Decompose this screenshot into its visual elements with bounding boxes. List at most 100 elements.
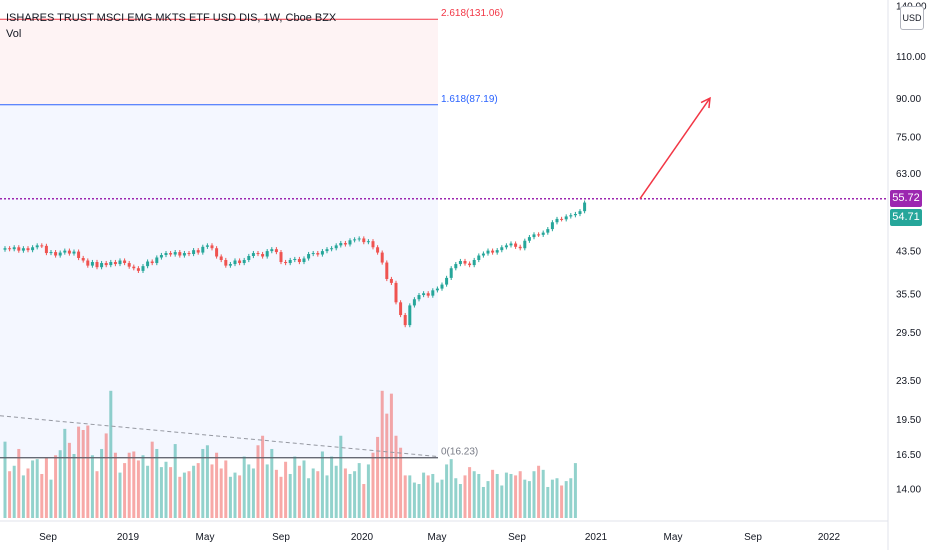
candle-body — [343, 243, 347, 245]
candle-body — [518, 246, 522, 249]
volume-bar — [343, 468, 347, 518]
candle-body — [380, 252, 384, 263]
candle-body — [431, 290, 435, 296]
candle-body — [233, 260, 237, 265]
candle-body — [8, 248, 12, 250]
fib-zones: 2.618(131.06) 1.618(87.19) 0(16.23) — [0, 8, 503, 458]
volume-bar — [371, 452, 375, 518]
time-axis[interactable]: Sep 2019 May Sep 2020 May Sep 2021 May Sep 2022 — [0, 520, 888, 543]
overlays[interactable] — [0, 96, 888, 459]
volume-bar — [141, 455, 145, 518]
volume-bar — [178, 476, 182, 518]
volume-bar — [256, 445, 260, 518]
volume-bar — [58, 450, 62, 518]
volume-bar — [403, 475, 407, 518]
volume-bar — [357, 463, 361, 518]
candle-body — [486, 250, 490, 254]
volume-bar — [109, 390, 113, 518]
target-price-badge: 55.72 — [890, 190, 922, 207]
candle-body — [219, 256, 223, 260]
candle-body — [49, 252, 53, 254]
price-axis[interactable]: 140.00110.0090.0075.0063.0043.5035.5029.… — [887, 0, 927, 550]
candle-body — [26, 248, 30, 251]
candle-body — [481, 253, 485, 256]
candle-body — [560, 218, 564, 220]
candle-body — [196, 250, 200, 253]
candle-body — [215, 248, 219, 257]
volume-bar — [100, 448, 104, 518]
volume-bar — [21, 475, 25, 518]
candle-body — [100, 263, 104, 268]
candle-body — [155, 257, 159, 264]
volume-bar — [518, 471, 522, 518]
volume-bar — [49, 479, 53, 518]
candle-body — [265, 251, 269, 257]
volume-bar — [325, 475, 329, 518]
volume-bar — [320, 451, 324, 518]
symbol-title[interactable]: ISHARES TRUST MSCI EMG MKTS ETF USD DIS,… — [6, 12, 337, 24]
candle-body — [72, 251, 76, 254]
volume-bar — [463, 475, 467, 518]
candle-body — [491, 250, 495, 253]
time-tick-label: Sep — [39, 532, 57, 543]
candle-body — [541, 232, 545, 235]
volume-bar — [132, 451, 136, 518]
candle-body — [458, 261, 462, 265]
volume-label[interactable]: Vol — [6, 28, 22, 40]
volume-bar — [422, 472, 426, 518]
candle-body — [274, 249, 278, 253]
candle-body — [293, 258, 297, 260]
candle-body — [58, 252, 62, 256]
price-tick-label: 75.00 — [896, 132, 921, 143]
candle-body — [31, 247, 35, 251]
volume-bar — [201, 448, 205, 518]
candle-body — [573, 213, 577, 216]
candle-body — [279, 252, 283, 263]
volume-bar — [546, 486, 550, 518]
volume-bar — [228, 476, 232, 518]
fib-zone-upper — [0, 19, 438, 105]
volume-bar — [468, 467, 472, 518]
volume-bar — [440, 479, 444, 518]
candle-body — [468, 263, 472, 266]
candle-body — [302, 258, 306, 263]
volume-bar — [113, 452, 117, 518]
volume-bar — [445, 464, 449, 518]
volume-bar — [454, 478, 458, 518]
candle-body — [412, 299, 416, 306]
volume-bar — [95, 471, 99, 518]
candle-body — [504, 245, 508, 248]
volume-bar — [233, 472, 237, 518]
price-tick-label: 35.50 — [896, 289, 921, 300]
candle-body — [81, 257, 85, 261]
volume-bar — [412, 482, 416, 518]
volume-bar — [86, 425, 90, 518]
volume-bar — [532, 471, 536, 518]
price-tick-label: 43.50 — [896, 247, 921, 258]
volume-bar — [219, 468, 223, 518]
volume-bar — [293, 456, 297, 518]
volume-bar — [215, 452, 219, 518]
candle-body — [408, 305, 412, 326]
volume-bar — [40, 473, 44, 518]
candle-body — [247, 256, 251, 260]
volume-bar — [385, 413, 389, 518]
candle-body — [523, 240, 527, 249]
time-tick-label: 2020 — [351, 532, 374, 543]
volume-bar — [44, 457, 48, 518]
candle-body — [201, 246, 205, 253]
candle-body — [63, 250, 67, 253]
candle-body — [210, 245, 214, 249]
volume-bar — [491, 469, 495, 518]
candle-body — [371, 241, 375, 248]
currency-label[interactable]: USD — [900, 6, 924, 30]
time-tick-label: Sep — [508, 532, 526, 543]
volume-bar — [297, 465, 301, 518]
projection-arrow-line — [639, 97, 711, 200]
volume-bar — [150, 441, 154, 518]
candle-body — [583, 202, 587, 212]
time-tick-label: 2019 — [117, 532, 140, 543]
candle-body — [187, 253, 191, 255]
candle-body — [362, 238, 366, 243]
